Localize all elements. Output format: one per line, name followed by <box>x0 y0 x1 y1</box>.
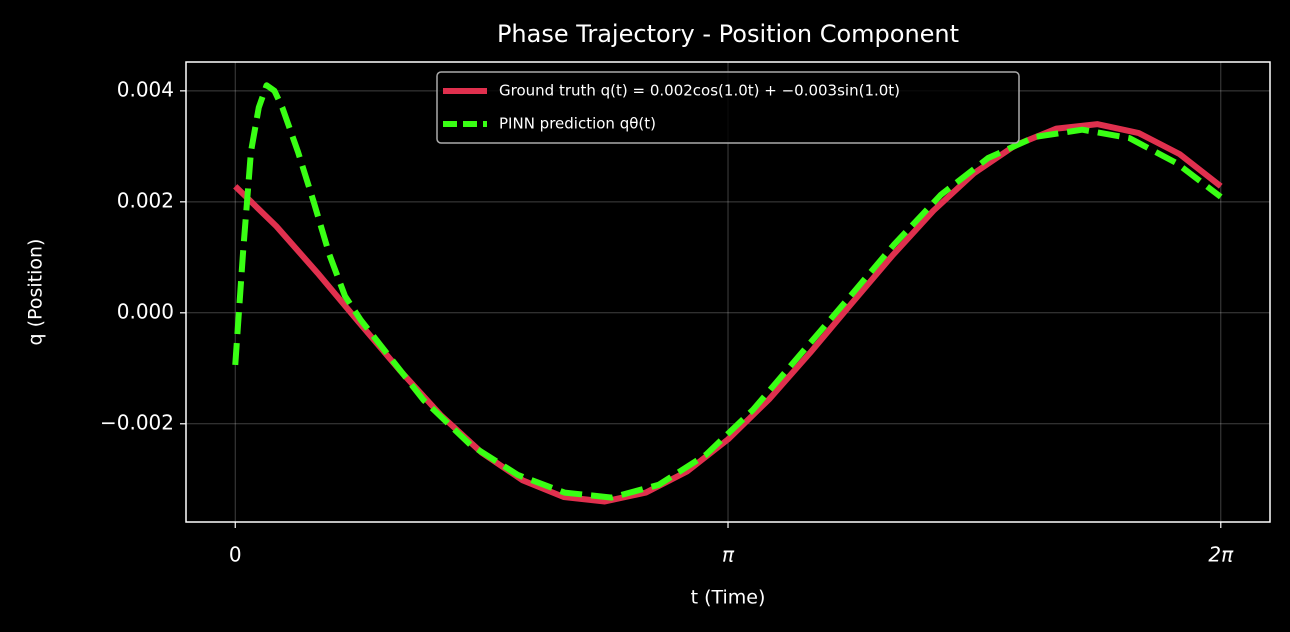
legend-label: Ground truth q(t) = 0.002cos(1.0t) + −0.… <box>499 82 900 100</box>
chart-title: Phase Trajectory - Position Component <box>497 20 959 48</box>
x-axis-label: t (Time) <box>691 587 766 609</box>
legend-label: PINN prediction qθ(t) <box>499 115 656 133</box>
legend-box <box>436 71 1020 144</box>
y-tick-label: 0.000 <box>117 299 174 323</box>
y-tick-label: 0.002 <box>117 188 174 212</box>
series-line <box>232 82 1223 501</box>
x-tick-label: 2π <box>1208 543 1234 567</box>
x-tick-label: 0 <box>229 543 242 567</box>
y-tick-label: 0.004 <box>117 77 174 101</box>
y-axis-label: q (Position) <box>25 239 47 346</box>
plot-frame <box>185 61 1271 523</box>
y-tick-label: −0.002 <box>100 410 174 434</box>
x-tick-label: π <box>722 543 735 567</box>
